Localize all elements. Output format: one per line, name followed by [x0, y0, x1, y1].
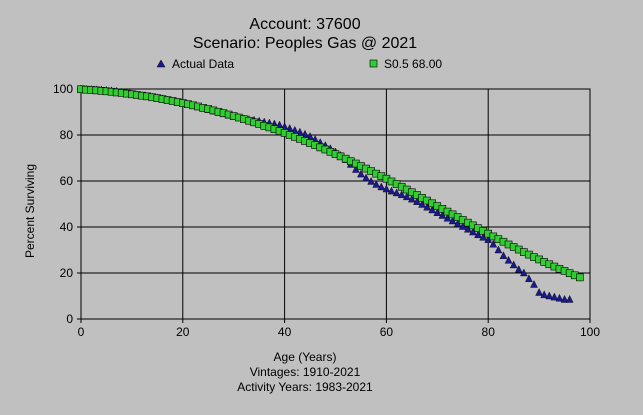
- footnote-activity-years: Activity Years: 1983-2021: [237, 380, 373, 394]
- data-point-actual-data: [494, 245, 503, 254]
- data-point-actual-data: [535, 288, 543, 296]
- x-axis-ticks: 0 20 40 60 80 100: [78, 319, 600, 339]
- x-tick-label: 0: [78, 325, 85, 339]
- x-tick-label: 40: [278, 325, 292, 339]
- data-point-actual-data: [372, 180, 381, 188]
- data-point-actual-data: [525, 274, 533, 282]
- x-axis-label: Age (Years): [274, 350, 337, 364]
- data-point-actual-data: [550, 292, 559, 301]
- data-point-actual-data: [509, 260, 518, 269]
- data-point-actual-data: [377, 182, 386, 191]
- data-point-actual-data: [357, 169, 365, 178]
- x-tick-label: 80: [482, 325, 496, 339]
- legend-square-marker: [369, 59, 378, 68]
- data-point-actual-data: [504, 255, 513, 264]
- y-axis-label: Percent Surviving: [23, 164, 37, 258]
- x-tick-label: 100: [580, 325, 600, 339]
- data-point-actual-data: [520, 268, 528, 277]
- y-tick-label: 80: [60, 128, 74, 142]
- legend-label-s05-curve: S0.5 68.00: [384, 57, 442, 71]
- y-tick-label: 20: [60, 266, 74, 280]
- data-point-actual-data: [387, 186, 396, 195]
- data-point-actual-data: [540, 290, 549, 299]
- data-point-actual-data: [362, 173, 370, 182]
- data-point-s05-curve: [576, 273, 584, 282]
- x-tick-label: 60: [380, 325, 394, 339]
- legend-label-actual-data: Actual Data: [172, 57, 234, 71]
- y-tick-label: 100: [53, 82, 73, 96]
- data-point-actual-data: [530, 280, 538, 288]
- y-tick-label: 0: [66, 312, 73, 326]
- y-tick-label: 60: [60, 174, 74, 188]
- chart-subtitle: Scenario: Peoples Gas @ 2021: [193, 35, 417, 52]
- x-tick-label: 20: [176, 325, 190, 339]
- data-point-actual-data: [402, 192, 411, 201]
- gridlines: [81, 89, 590, 319]
- data-point-actual-data: [392, 188, 401, 197]
- data-point-actual-data: [565, 295, 574, 303]
- data-point-actual-data: [545, 291, 554, 300]
- chart-title: Account: 37600: [249, 16, 360, 33]
- plot-area: [80, 88, 591, 320]
- footnote-vintages: Vintages: 1910-2021: [250, 365, 361, 379]
- data-point-actual-data: [367, 177, 375, 185]
- data-point-actual-data: [555, 293, 564, 302]
- data-point-actual-data: [560, 295, 569, 303]
- data-point-actual-data: [397, 190, 406, 199]
- legend: Actual Data S0.5 68.00: [156, 57, 442, 71]
- series-s05-curve: [77, 85, 584, 282]
- legend-triangle-marker: [156, 59, 166, 68]
- data-point-actual-data: [499, 251, 508, 259]
- data-point-actual-data: [382, 184, 391, 193]
- y-axis-ticks: 0 20 40 60 80 100: [53, 82, 81, 326]
- y-tick-label: 40: [60, 220, 74, 234]
- data-point-actual-data: [489, 239, 498, 248]
- data-point-actual-data: [514, 265, 523, 273]
- series-actual-data: [77, 84, 574, 303]
